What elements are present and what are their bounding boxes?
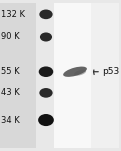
Text: 43 K: 43 K — [1, 88, 20, 97]
Ellipse shape — [39, 10, 53, 19]
FancyBboxPatch shape — [36, 3, 119, 148]
FancyBboxPatch shape — [0, 3, 36, 148]
Ellipse shape — [63, 67, 87, 77]
Text: 132 K: 132 K — [1, 10, 25, 19]
Ellipse shape — [38, 114, 54, 126]
Text: 55 K: 55 K — [1, 67, 20, 76]
Ellipse shape — [40, 32, 52, 42]
FancyBboxPatch shape — [54, 3, 91, 148]
Text: p53: p53 — [102, 67, 120, 76]
FancyBboxPatch shape — [36, 3, 54, 148]
FancyBboxPatch shape — [91, 3, 119, 148]
Ellipse shape — [39, 88, 53, 98]
Text: 90 K: 90 K — [1, 32, 20, 42]
Ellipse shape — [74, 70, 86, 76]
Ellipse shape — [39, 66, 53, 77]
Text: 34 K: 34 K — [1, 116, 20, 125]
